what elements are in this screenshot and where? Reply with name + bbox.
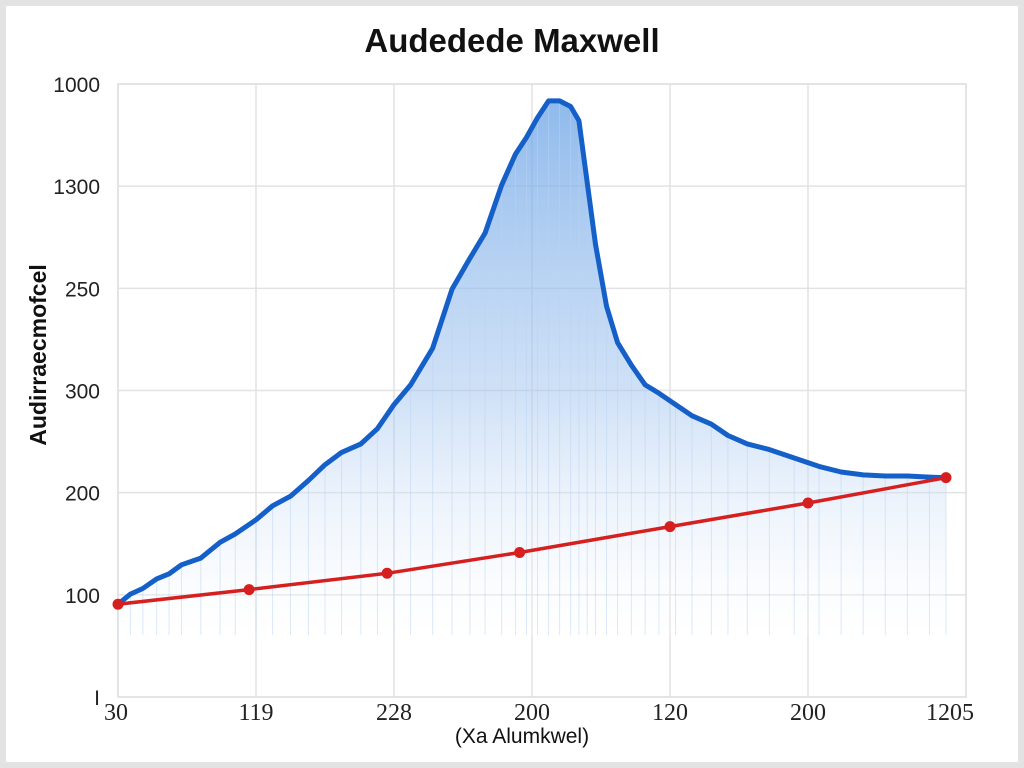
y-tick-label: I <box>94 687 100 710</box>
x-tick-label: 1205 <box>926 700 974 726</box>
x-tick-label: 119 <box>238 700 273 726</box>
plot-area <box>112 98 952 636</box>
x-tick-label: 30 <box>104 700 128 726</box>
data-point <box>802 497 814 509</box>
data-point <box>514 546 526 558</box>
x-tick-label: 200 <box>790 700 826 726</box>
data-point <box>243 584 255 596</box>
data-point <box>664 521 676 533</box>
y-tick-label: 300 <box>65 381 100 404</box>
data-point <box>112 598 124 610</box>
data-point <box>381 567 393 579</box>
y-tick-label: 1000 <box>53 74 100 97</box>
x-axis-label: (Xa Alumkwel) <box>455 725 589 748</box>
x-tick-label: 120 <box>652 700 688 726</box>
y-axis-label: Audirraecmofcel <box>25 264 51 446</box>
chart-title: Audedede Maxwell <box>364 22 660 59</box>
y-tick-label: 250 <box>65 278 100 301</box>
y-tick-label: 100 <box>65 585 100 608</box>
series-line-blue <box>115 98 949 607</box>
data-point <box>940 472 952 484</box>
area-fill <box>118 100 946 636</box>
axis-ticks: 1000 1300 250 300 200 100 I30 119 228 200 120 200 12… <box>53 74 974 726</box>
x-tick-label: 228 <box>376 700 412 726</box>
y-tick-label: 1300 <box>53 176 100 199</box>
y-tick-label: 200 <box>65 483 100 506</box>
x-tick-label: 200 <box>514 700 550 726</box>
